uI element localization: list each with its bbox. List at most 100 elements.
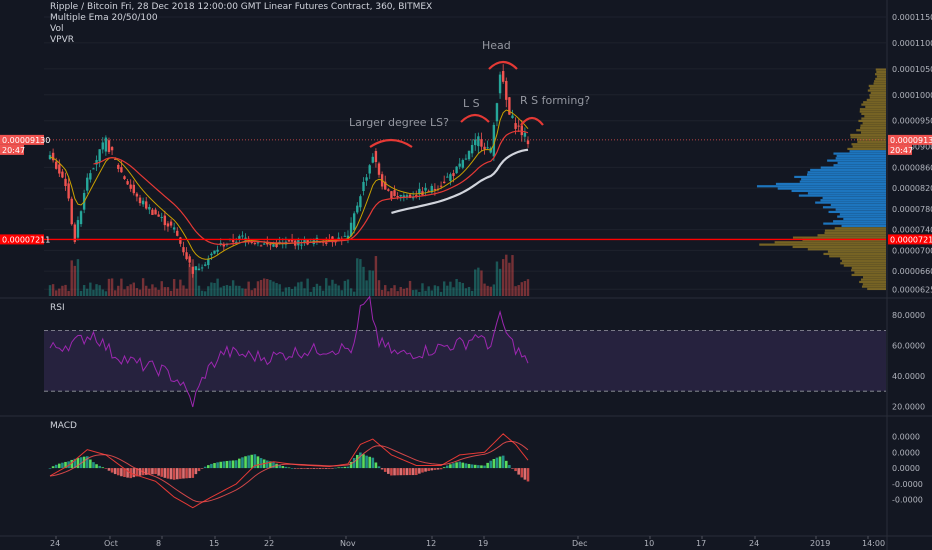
volume-bar: [216, 278, 219, 296]
support-price-tag-right-bg: [888, 234, 932, 245]
volume-bar: [331, 279, 334, 296]
macd-histogram-bar: [334, 467, 337, 469]
volume-bar: [104, 291, 108, 296]
macd-histogram-bar: [253, 454, 257, 469]
macd-histogram-bar: [480, 465, 483, 469]
macd-histogram-bar: [517, 468, 520, 475]
volume-bar: [464, 288, 468, 296]
volume-bar: [138, 289, 142, 296]
volume-bar: [315, 283, 319, 296]
macd-axis-tick: -0.0000: [892, 480, 923, 489]
macd-axis-tick: 0.0000: [892, 448, 920, 457]
vpvr-row: [861, 117, 886, 120]
macd-histogram-bar: [427, 468, 430, 471]
macd-histogram-bar: [182, 468, 185, 479]
candle-body: [191, 266, 194, 274]
candle-body: [352, 213, 356, 231]
candle-body: [135, 193, 139, 197]
volume-bar: [402, 288, 406, 296]
macd-histogram-bar: [148, 468, 151, 475]
candle-body: [235, 241, 238, 243]
candle-body: [55, 161, 58, 169]
vpvr-row: [876, 75, 886, 78]
candle-body: [449, 174, 452, 181]
macd-histogram-bar: [442, 467, 446, 469]
vpvr-row: [815, 201, 886, 204]
vpvr-row: [827, 159, 886, 162]
volume-bar: [141, 278, 145, 296]
volume-bar: [120, 278, 123, 296]
macd-histogram-bar: [508, 465, 511, 469]
volume-bar: [110, 278, 114, 296]
vpvr-row: [859, 110, 886, 113]
candle-body: [269, 244, 272, 246]
candle-body: [359, 196, 362, 208]
vpvr-row: [860, 278, 886, 281]
macd-histogram-bar: [495, 457, 499, 469]
macd-histogram-bar: [172, 468, 176, 480]
candle-body: [176, 230, 179, 236]
candle-body: [384, 181, 387, 190]
macd-histogram-bar: [54, 464, 58, 469]
volume-bar: [58, 288, 61, 296]
vpvr-row: [851, 143, 886, 146]
volume-bar: [129, 284, 132, 296]
volume-bar: [461, 283, 465, 296]
candle-body: [433, 188, 437, 190]
macd-histogram-bar: [216, 462, 219, 469]
volume-bar: [197, 285, 201, 296]
macd-axis-tick: -0.0000: [892, 496, 923, 505]
macd-histogram-bar: [504, 460, 508, 469]
indicator-vpvr-label: VPVR: [50, 35, 74, 45]
candle-body: [138, 197, 142, 204]
volume-bar: [262, 278, 266, 296]
candle-body: [297, 238, 300, 246]
volume-bar: [517, 285, 520, 296]
macd-histogram-bar: [343, 466, 347, 469]
macd-histogram-bar: [179, 468, 182, 479]
volume-bar: [48, 285, 52, 296]
volume-bar: [480, 270, 483, 296]
vpvr-row: [854, 271, 886, 274]
volume-bar: [328, 285, 331, 296]
rsi-pane-label: RSI: [50, 303, 65, 313]
candle-body: [483, 146, 486, 150]
vpvr-row: [863, 101, 886, 104]
volume-bar: [458, 281, 461, 296]
volume-bar: [294, 286, 297, 296]
volume-bar: [505, 254, 508, 296]
candle-body: [64, 178, 67, 187]
vpvr-row: [835, 157, 886, 160]
volume-bar: [337, 285, 340, 296]
volume-bar: [95, 284, 98, 296]
candle-body: [182, 247, 185, 253]
price-axis-tick: 0.00007000: [892, 246, 932, 255]
candle-body: [374, 151, 378, 163]
last-price-tag-left-sub-bg: [0, 144, 24, 155]
candle-body: [275, 243, 278, 248]
volume-bar: [98, 285, 101, 296]
last-price-tag-left: 0.00009130: [2, 136, 50, 145]
volume-bar: [368, 270, 371, 296]
vpvr-row: [862, 276, 886, 279]
vpvr-row: [875, 68, 886, 71]
macd-histogram-bar: [259, 458, 263, 469]
macd-histogram-bar: [225, 460, 229, 469]
macd-histogram-bar: [76, 457, 80, 469]
vpvr-row: [837, 161, 886, 165]
rsi-axis-tick: 40.0000: [892, 372, 925, 381]
volume-bar: [489, 286, 492, 296]
macd-histogram-bar: [355, 454, 359, 469]
macd-histogram-bar: [331, 468, 334, 469]
vpvr-row: [875, 77, 886, 81]
candle-body: [390, 191, 393, 199]
macd-histogram-bar: [402, 468, 406, 476]
vpvr-row: [799, 180, 886, 183]
macd-histogram-bar: [371, 457, 375, 469]
macd-histogram-bar: [414, 468, 418, 476]
candle-body: [203, 264, 207, 266]
vpvr-row: [860, 126, 886, 130]
candle-body: [480, 139, 483, 147]
macd-histogram-bar: [418, 468, 421, 474]
